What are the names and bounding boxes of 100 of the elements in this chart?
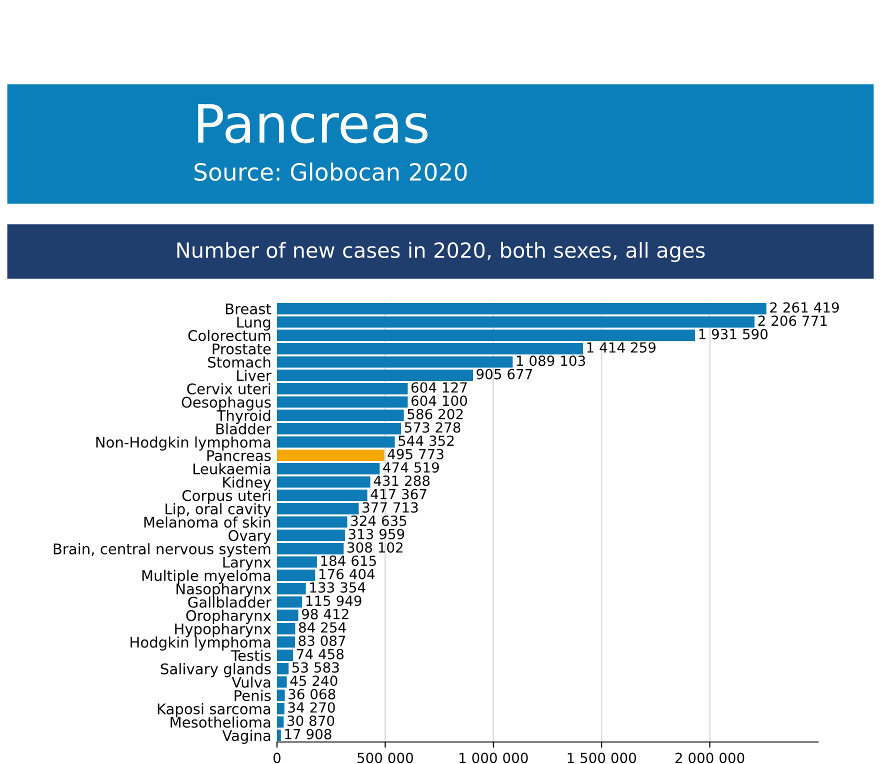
x-tick-label: 2 000 000 — [675, 752, 744, 764]
data-label: 1 931 590 — [699, 328, 768, 340]
bar — [277, 730, 281, 741]
data-label: 36 068 — [288, 688, 336, 700]
bar — [277, 623, 296, 634]
bar — [277, 543, 344, 554]
y-tick-label: Corpus uteri — [182, 490, 270, 504]
bar — [277, 516, 348, 528]
y-tick-label: Vulva — [232, 676, 270, 688]
x-tick-label: 1 000 000 — [460, 752, 528, 764]
bar — [277, 316, 755, 328]
y-tick-label: Prostate — [212, 344, 271, 354]
bar — [277, 570, 316, 581]
y-tick-label: Thyroid — [216, 410, 270, 424]
bar — [277, 436, 395, 448]
bar — [277, 330, 695, 341]
text: Number of new cases in 2020, both sexes, all ages — [177, 242, 705, 262]
data-label: 74 458 — [297, 648, 344, 660]
bar — [277, 396, 408, 408]
data-label: 34 270 — [288, 702, 335, 713]
y-tick-label: Colorectum — [188, 330, 270, 342]
bar — [277, 463, 380, 474]
y-tick-label: Testis — [231, 650, 271, 662]
data-label: 431 288 — [374, 476, 430, 486]
data-label: 573 278 — [404, 422, 460, 433]
data-label: 184 615 — [321, 556, 376, 566]
x-tick-label: 0 — [273, 752, 280, 764]
data-label: 308 102 — [348, 542, 402, 553]
y-tick-label: Non-Hodgkin lymphoma — [96, 436, 270, 451]
chart-subtitle: Source: Globocan 2020 — [194, 162, 467, 181]
data-label: 133 354 — [310, 582, 366, 593]
bar — [277, 610, 298, 621]
y-tick-label: Oesophagus — [182, 396, 271, 411]
data-label: 474 519 — [383, 462, 439, 473]
data-label: 30 870 — [288, 716, 334, 726]
data-label: 115 949 — [306, 596, 362, 606]
data-label: 586 202 — [408, 408, 463, 420]
data-label: 17 908 — [285, 728, 332, 740]
y-tick-label: Cervix uteri — [187, 383, 270, 394]
bar — [277, 370, 473, 381]
y-tick-label: Ovary — [228, 530, 272, 544]
y-tick-label: Lung — [237, 316, 270, 331]
bar — [277, 636, 295, 648]
y-tick-label: Hodgkin lymphoma — [130, 636, 270, 651]
y-tick-label: Salivary glands — [160, 663, 271, 678]
data-label: 2 261 419 — [770, 302, 839, 313]
bar — [277, 476, 370, 488]
y-tick-label: Bladder — [216, 423, 272, 434]
bar — [277, 663, 289, 674]
data-label: 313 959 — [348, 528, 404, 540]
bar — [277, 503, 359, 514]
bar — [277, 490, 368, 501]
bar — [277, 716, 284, 728]
bar — [277, 343, 584, 354]
y-tick-label: Leukaemia — [193, 463, 270, 474]
y-tick-label: Mesothelioma — [170, 716, 270, 728]
bar — [277, 356, 513, 368]
bar — [277, 530, 345, 541]
bar — [277, 690, 285, 701]
bar — [277, 410, 404, 421]
y-tick-label: Melanoma of skin — [144, 516, 270, 528]
y-tick-label: Lip, oral cavity — [166, 503, 272, 518]
y-tick-label: Larynx — [223, 556, 271, 571]
y-tick-label: Pancreas — [207, 450, 271, 462]
bar — [277, 596, 302, 608]
y-tick-label: Kaposi sarcoma — [158, 703, 270, 718]
y-tick-label: Nasopharynx — [176, 583, 271, 598]
y-tick-label: Multiple myeloma — [142, 570, 270, 584]
data-label: 2 206 771 — [758, 316, 827, 326]
bar — [277, 383, 408, 394]
bar — [277, 650, 294, 661]
bar — [277, 303, 766, 314]
data-label: 84 254 — [298, 622, 346, 633]
y-tick-label: Penis — [234, 690, 271, 702]
bar — [277, 703, 284, 714]
data-label: 176 404 — [319, 568, 375, 580]
y-tick-label: Brain, central nervous system — [54, 543, 270, 558]
bar — [277, 423, 402, 434]
data-label: 53 583 — [292, 662, 339, 673]
data-label: 495 773 — [388, 448, 444, 460]
y-tick-label: Vagina — [222, 730, 270, 744]
x-tick-label: 1 500 000 — [568, 752, 636, 764]
data-label: 324 635 — [351, 516, 406, 526]
data-label: 1 089 103 — [516, 356, 586, 366]
bar — [277, 583, 306, 594]
bar — [277, 556, 317, 568]
data-label: 98 412 — [302, 608, 348, 620]
bar — [277, 676, 287, 688]
y-tick-label: Oropharynx — [186, 610, 271, 624]
data-label: 417 367 — [370, 488, 426, 500]
y-tick-label: Gallbladder — [188, 596, 272, 608]
bar — [277, 450, 384, 461]
data-label: 544 352 — [398, 436, 454, 446]
y-tick-label: Stomach — [208, 356, 270, 368]
data-label: 1 414 259 — [587, 342, 656, 353]
y-tick-label: Kidney — [223, 476, 272, 491]
data-label: 905 677 — [476, 368, 532, 380]
y-tick-label: Breast — [226, 304, 272, 314]
y-tick-label: Hypopharynx — [175, 623, 271, 638]
x-tick-label: 500 000 — [358, 752, 413, 764]
